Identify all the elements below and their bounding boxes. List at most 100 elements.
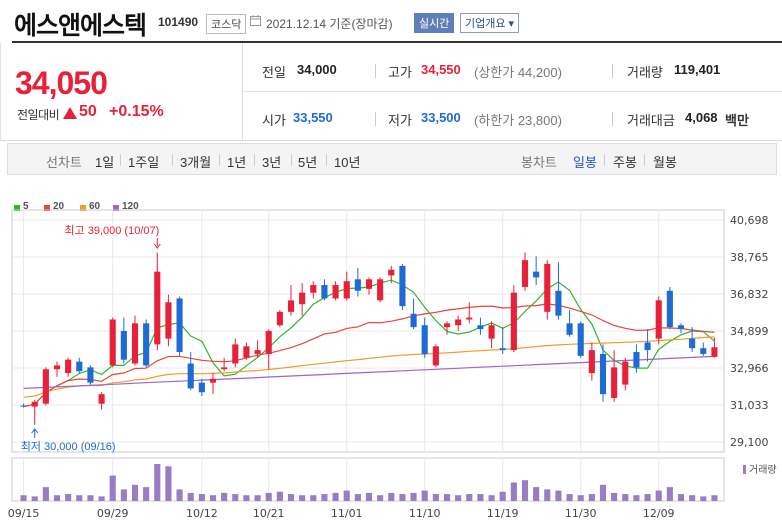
realtime-button[interactable]: 실시간 (414, 13, 455, 33)
volume-bar (165, 466, 172, 501)
volume-bar (410, 492, 417, 501)
volume-bar (577, 495, 584, 501)
x-tick-label: 10/21 (253, 507, 285, 520)
up-arrow-icon (63, 107, 77, 119)
y-tick-label: 34,899 (730, 325, 769, 338)
candle-body (455, 319, 462, 326)
candle-daily[interactable]: 일봉 (573, 155, 597, 170)
volume-bar (588, 494, 595, 501)
period-1y[interactable]: 1년 (227, 155, 247, 170)
line-chart-label: 선차트 (46, 155, 82, 170)
prev-close-value: 34,000 (297, 62, 337, 77)
candle-monthly[interactable]: 월봉 (653, 155, 677, 170)
candle-body (466, 317, 473, 320)
x-tick-label: 11/10 (409, 507, 441, 520)
candle-body (98, 394, 105, 404)
volume-bar (388, 492, 395, 501)
volume-bar (20, 495, 27, 501)
candle-body (165, 302, 172, 339)
candle-chart-label: 봉차트 (521, 155, 557, 170)
ma60-line (23, 336, 715, 398)
y-tick-label: 38,765 (730, 251, 769, 264)
candle-body (521, 260, 529, 287)
candle-body (711, 347, 718, 357)
candle-body (354, 279, 361, 291)
candle-body (76, 361, 83, 372)
company-info-dropdown[interactable]: 기업개요 ▾ (460, 13, 520, 33)
stock-header: 에스앤에스텍 101490 코스닥 2021.12.14 기준(장마감) 실시간… (0, 0, 782, 42)
divider (612, 112, 613, 126)
volume-bar (299, 495, 306, 501)
candle-body (287, 300, 295, 312)
market-badge: 코스닥 (206, 14, 247, 34)
volume-bar (332, 492, 339, 501)
candle-body (421, 325, 428, 354)
candle-body (677, 325, 685, 330)
candle-body (499, 348, 506, 351)
candle-body (622, 361, 629, 385)
candle-body (209, 378, 217, 383)
divider (375, 112, 376, 126)
header-divider (12, 41, 782, 43)
volume-bar (154, 464, 161, 501)
ma60-swatch (80, 205, 86, 211)
volume-bar (566, 494, 573, 501)
lower-limit: (하한가 23,800) (474, 113, 562, 128)
period-10y[interactable]: 10년 (334, 155, 361, 170)
candle-body (544, 263, 551, 312)
volume-bar (221, 492, 228, 501)
volume-bar (455, 495, 462, 501)
candle-body (700, 348, 707, 354)
volume-bar (644, 494, 651, 501)
volume-bar (521, 480, 529, 501)
candle-body (432, 346, 439, 366)
divider (172, 154, 173, 166)
candle-body (533, 271, 540, 278)
base-date: 2021.12.14 기준(장마감) (266, 17, 393, 31)
candle-body (399, 265, 406, 307)
ma20-label: 20 (53, 201, 65, 212)
candle-body (611, 367, 618, 398)
volume-swatch (743, 465, 746, 474)
current-price-panel: 34,050 전일대비 50 +0.15% (0, 43, 243, 140)
open-value: 33,550 (293, 110, 333, 125)
period-5y[interactable]: 5년 (298, 155, 318, 170)
period-3m[interactable]: 3개월 (180, 155, 212, 170)
volume-bar (633, 495, 640, 501)
volume-bar (689, 495, 696, 501)
candle-body (599, 353, 607, 395)
divider (326, 154, 327, 166)
amount-label: 거래대금 (627, 113, 675, 128)
upper-limit: (상한가 44,200) (474, 65, 562, 80)
volume-bar (611, 492, 618, 501)
volume-bar (31, 496, 38, 501)
volume-bar (399, 494, 406, 501)
candle-body (299, 292, 306, 305)
candle-body (232, 344, 239, 364)
candle-body (254, 350, 261, 354)
candle-body (388, 269, 395, 276)
candle-body (644, 342, 651, 351)
y-tick-label: 36,832 (730, 288, 769, 301)
volume-bar (143, 487, 150, 501)
volume-bar (287, 494, 295, 501)
candle-body (443, 323, 451, 328)
candle-body (109, 319, 116, 366)
candle-weekly[interactable]: 주봉 (613, 155, 637, 170)
divider (612, 64, 613, 78)
current-price: 34,050 (15, 65, 108, 101)
candle-body (154, 271, 161, 345)
candle-body (87, 367, 94, 383)
row-divider (243, 91, 782, 92)
volume-bar (555, 490, 562, 501)
volume-bar (599, 484, 607, 501)
period-1w[interactable]: 1주일 (128, 155, 160, 170)
volume-bar (499, 491, 506, 501)
period-1d[interactable]: 1일 (95, 155, 115, 170)
divider (604, 154, 605, 166)
volume-bar (265, 492, 272, 501)
low-annotation: 최저 30,000 (09/16) (21, 440, 116, 453)
period-3y[interactable]: 3년 (262, 155, 282, 170)
high-value: 34,550 (421, 62, 461, 77)
